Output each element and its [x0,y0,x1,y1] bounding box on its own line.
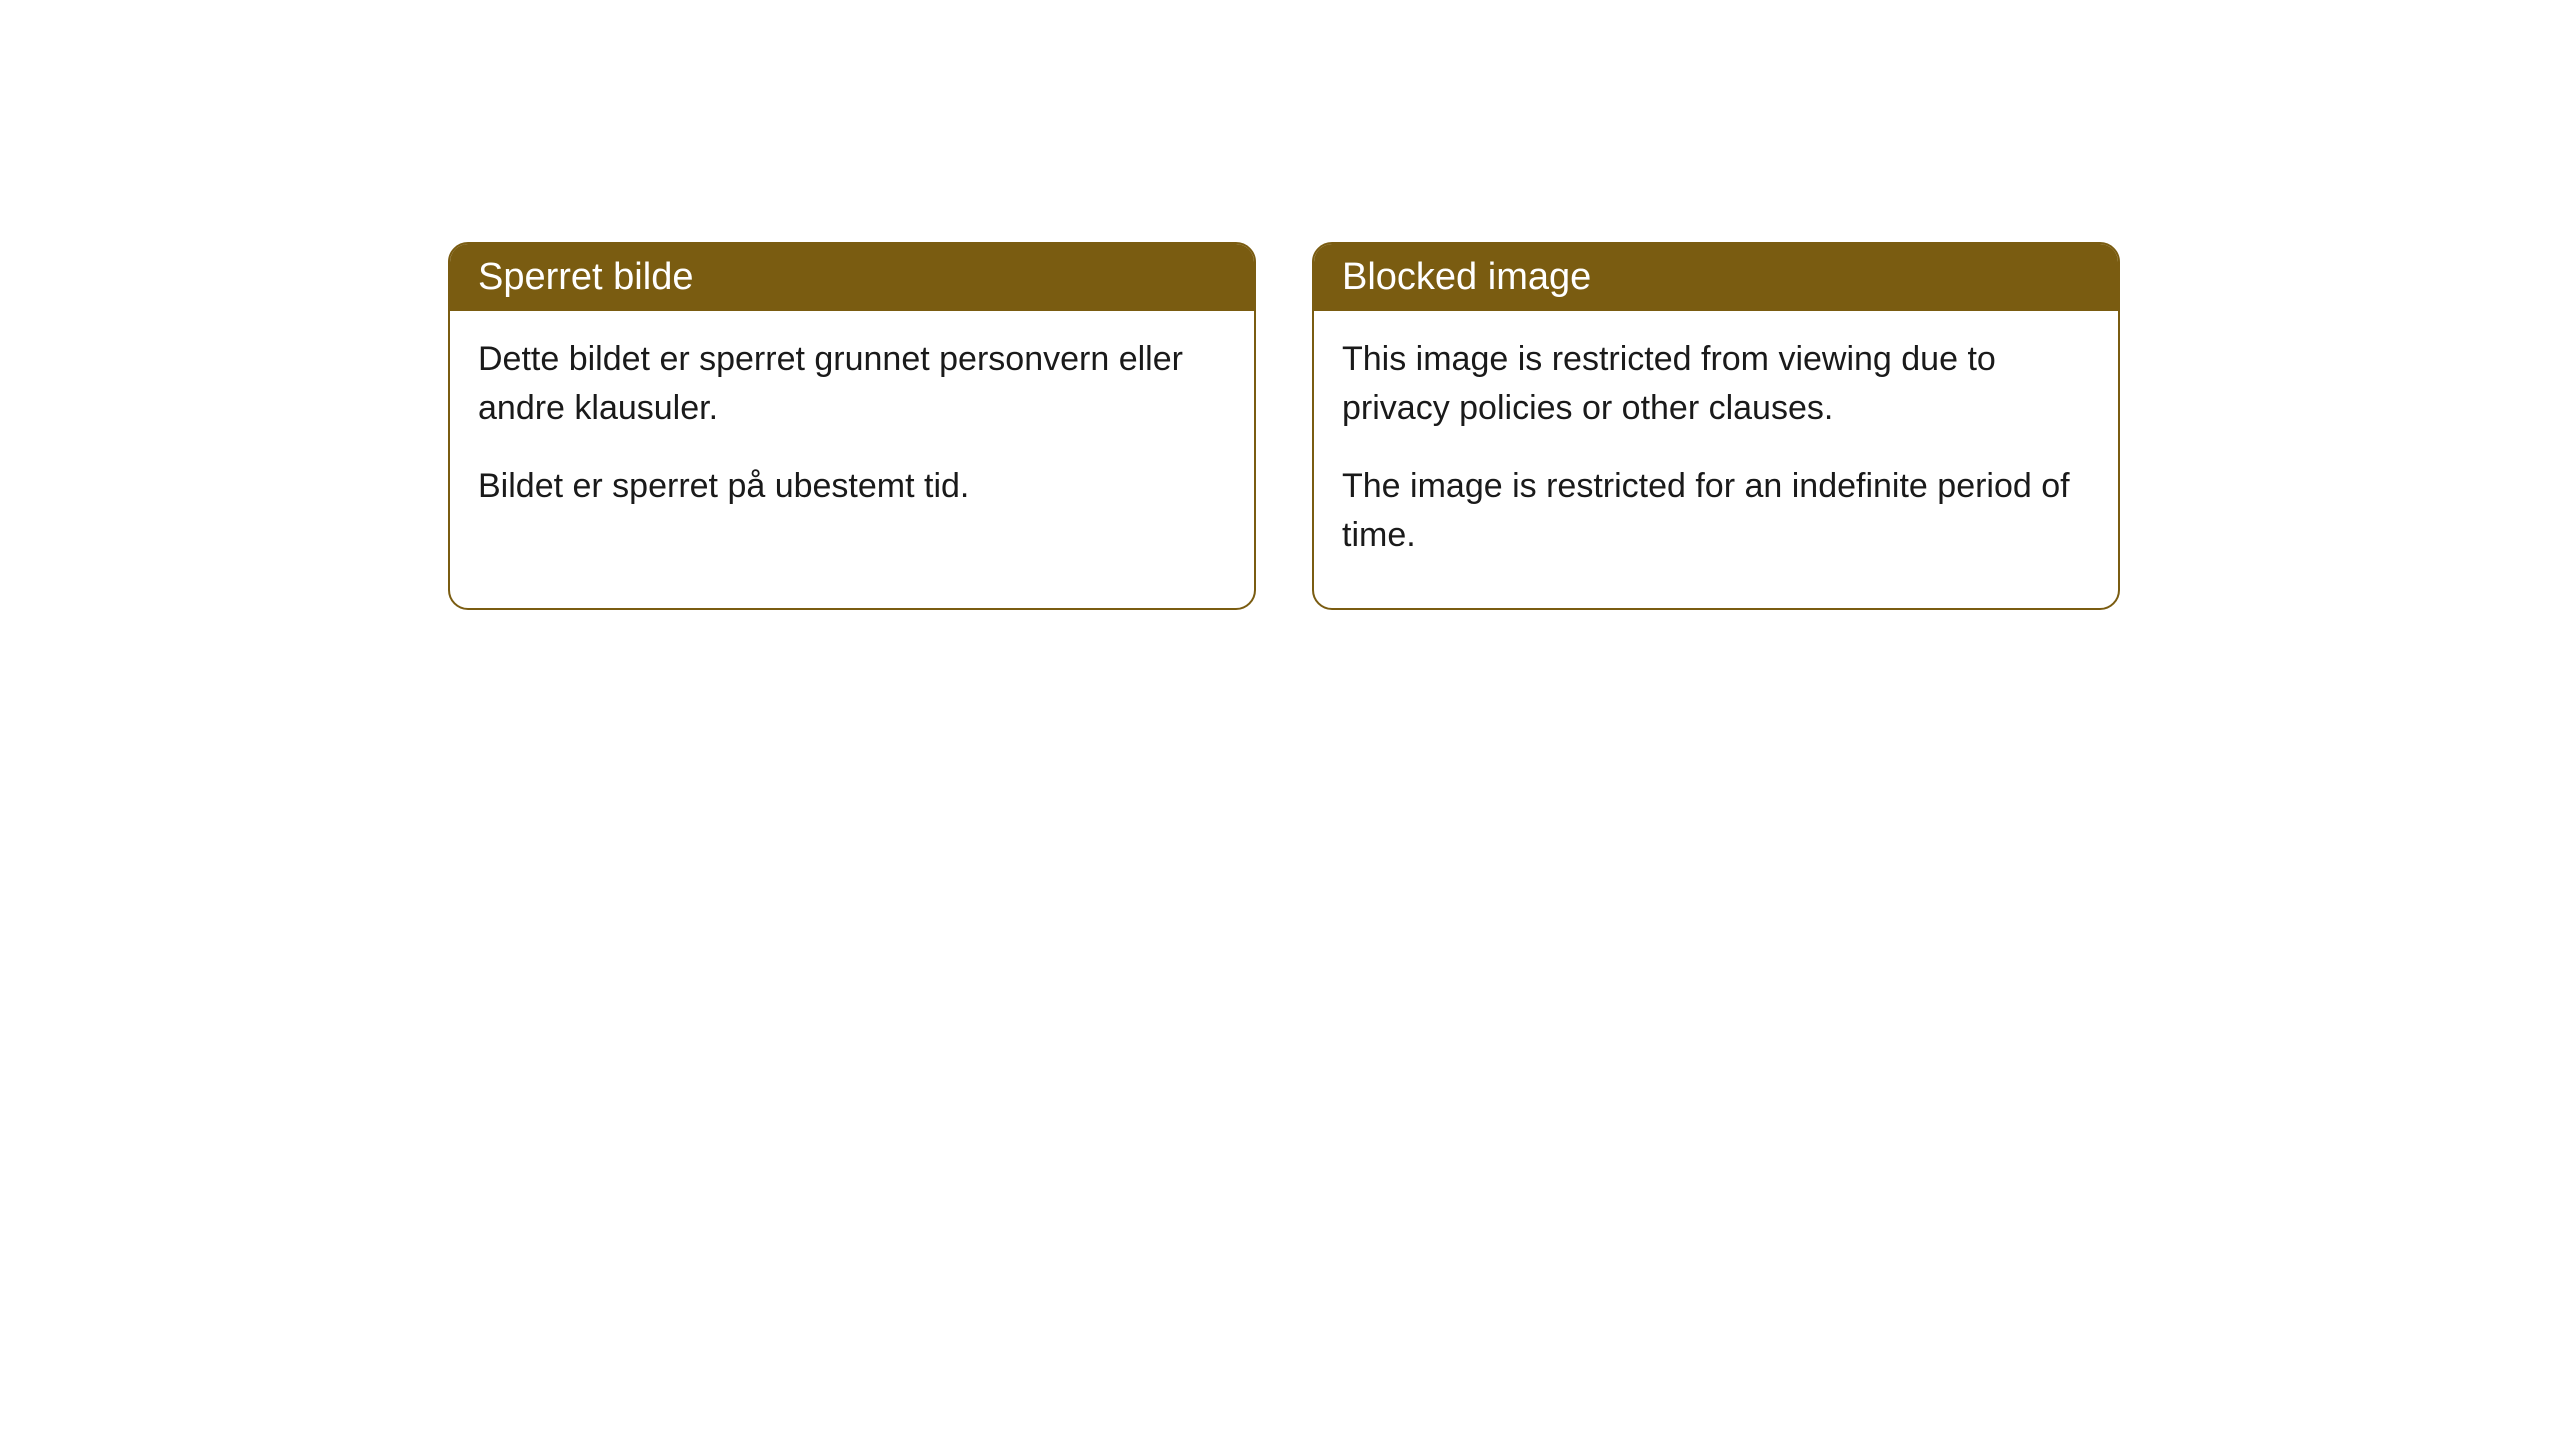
card-paragraph: Bildet er sperret på ubestemt tid. [478,462,1226,511]
card-header-norwegian: Sperret bilde [450,244,1254,311]
notice-card-english: Blocked image This image is restricted f… [1312,242,2120,610]
card-paragraph: This image is restricted from viewing du… [1342,335,2090,434]
card-body-english: This image is restricted from viewing du… [1314,311,2118,608]
card-title: Blocked image [1342,256,1591,298]
card-paragraph: Dette bildet er sperret grunnet personve… [478,335,1226,434]
notice-card-norwegian: Sperret bilde Dette bildet er sperret gr… [448,242,1256,610]
card-header-english: Blocked image [1314,244,2118,311]
notice-cards-container: Sperret bilde Dette bildet er sperret gr… [448,242,2120,610]
card-body-norwegian: Dette bildet er sperret grunnet personve… [450,311,1254,559]
card-paragraph: The image is restricted for an indefinit… [1342,462,2090,561]
card-title: Sperret bilde [478,256,693,298]
